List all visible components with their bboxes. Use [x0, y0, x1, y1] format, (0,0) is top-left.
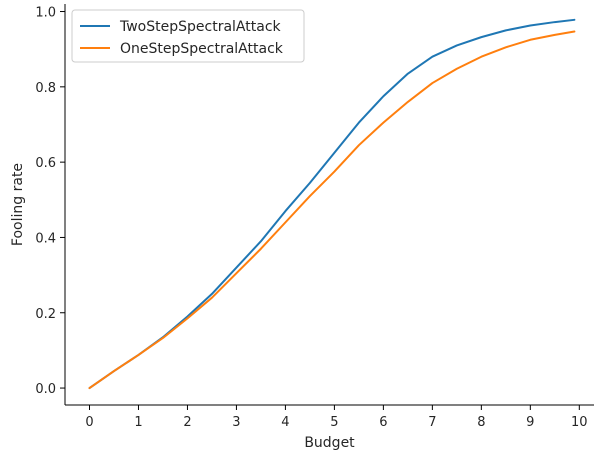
x-tick-label: 3	[232, 415, 240, 430]
y-tick-label: 1.0	[35, 6, 56, 21]
x-tick-label: 4	[281, 415, 289, 430]
y-tick-label: 0.6	[35, 156, 56, 171]
x-tick-label: 1	[134, 415, 142, 430]
legend-label-1: TwoStepSpectralAttack	[119, 19, 282, 35]
legend: TwoStepSpectralAttack OneStepSpectralAtta…	[71, 9, 305, 63]
x-ticks: 0 1 2 3 4 5 6 7 8 9 10	[85, 405, 588, 430]
x-tick-label: 9	[526, 415, 534, 430]
legend-label-2: OneStepSpectralAttack	[120, 41, 284, 57]
plot-area: 0 1 2 3 4 5 6 7 8 9 10 0.0 0.2 0.4 0.6 0.8 1.0	[35, 4, 594, 430]
series-layer	[88, 18, 576, 390]
y-ticks: 0.0 0.2 0.4 0.6 0.8 1.0	[35, 6, 65, 397]
y-tick-label: 0.8	[35, 81, 56, 96]
legend-frame	[71, 9, 305, 63]
series-line-1	[88, 18, 576, 390]
x-tick-label: 0	[85, 415, 93, 430]
x-tick-label: 5	[330, 415, 338, 430]
x-tick-label: 8	[477, 415, 485, 430]
x-tick-label: 2	[183, 415, 191, 430]
series-line-2	[88, 30, 576, 390]
y-tick-label: 0.2	[35, 307, 56, 322]
x-tick-label: 7	[428, 415, 436, 430]
y-tick-label: 0.0	[35, 382, 56, 397]
y-tick-label: 0.4	[35, 231, 56, 246]
x-tick-label: 10	[571, 415, 588, 430]
y-axis-label: Fooling rate	[10, 163, 26, 246]
x-axis-label: Budget	[304, 435, 355, 451]
x-tick-label: 6	[379, 415, 387, 430]
